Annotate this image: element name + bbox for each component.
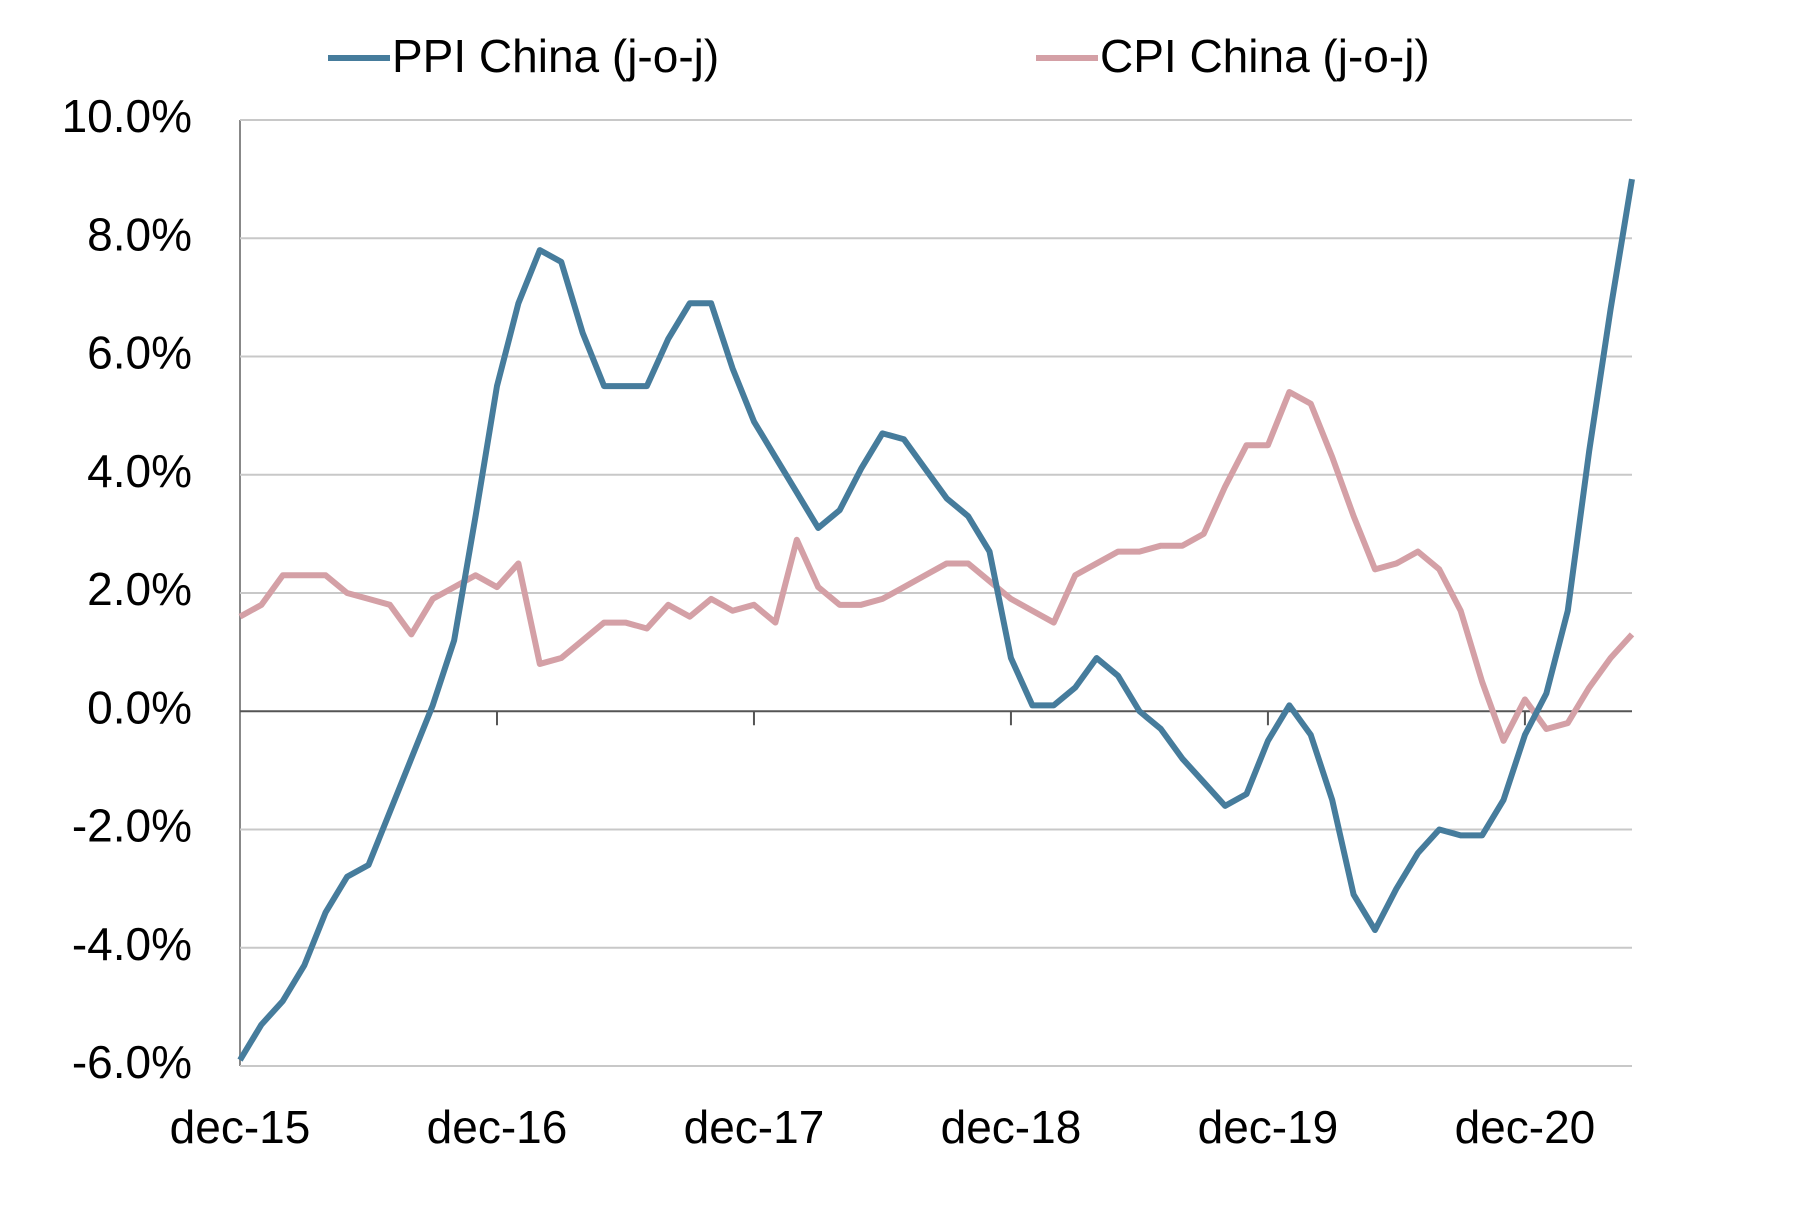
y-tick-label: -6.0% xyxy=(72,1036,192,1088)
y-tick-label: 4.0% xyxy=(87,445,192,497)
x-tick-label: dec-19 xyxy=(1198,1101,1339,1153)
legend-label: CPI China (j-o-j) xyxy=(1100,30,1430,82)
series-line xyxy=(238,388,1635,744)
series-line xyxy=(237,178,1635,1062)
y-tick-label: 2.0% xyxy=(87,563,192,615)
x-tick-label: dec-15 xyxy=(170,1101,311,1153)
x-tick-label: dec-18 xyxy=(941,1101,1082,1153)
y-tick-label: -2.0% xyxy=(72,800,192,852)
y-tick-label: -4.0% xyxy=(72,918,192,970)
x-tick-label: dec-20 xyxy=(1455,1101,1596,1153)
y-tick-label: 10.0% xyxy=(62,90,192,142)
legend-label: PPI China (j-o-j) xyxy=(392,30,719,82)
y-tick-label: 0.0% xyxy=(87,681,192,733)
x-tick-label: dec-17 xyxy=(684,1101,825,1153)
y-tick-label: 8.0% xyxy=(87,208,192,260)
y-tick-label: 6.0% xyxy=(87,327,192,379)
x-tick-label: dec-16 xyxy=(427,1101,568,1153)
